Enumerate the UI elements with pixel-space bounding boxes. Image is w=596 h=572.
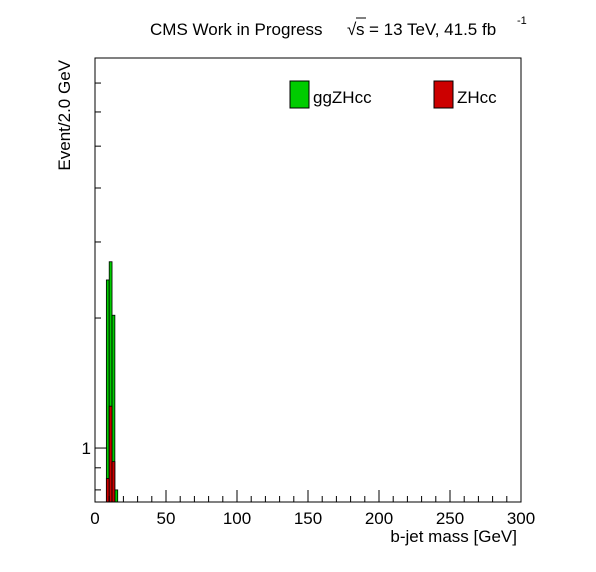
x-axis: 0 50 100 150 200 250 300: [90, 490, 535, 528]
title-sqrt-arg: s: [356, 20, 365, 39]
x-tick-label: 50: [157, 509, 176, 528]
histogram-bars: [105, 261, 119, 503]
y-tick-label: 1: [82, 439, 91, 458]
legend-swatch-zhcc: [433, 80, 454, 109]
x-tick-label: 150: [294, 509, 322, 528]
y-axis: 1: [82, 57, 107, 491]
x-tick-label: 0: [90, 509, 99, 528]
legend-label-zhcc: ZHcc: [457, 88, 497, 107]
title-left: CMS Work in Progress: [150, 20, 323, 39]
x-tick-label: 250: [436, 509, 464, 528]
chart-title: CMS Work in Progress: [150, 20, 323, 39]
legend-label-ggzhcc: ggZHcc: [313, 88, 372, 107]
x-axis-label: b-jet mass [GeV]: [390, 527, 517, 546]
legend: ggZHcc ZHcc: [289, 80, 497, 109]
y-axis-label: Event/2.0 GeV: [55, 59, 74, 170]
x-tick-label: 200: [365, 509, 393, 528]
x-tick-label: 100: [223, 509, 251, 528]
title-right: = 13 TeV, 41.5 fb: [369, 20, 496, 39]
bar-ggzhcc: [105, 279, 110, 503]
title-superscript: -1: [517, 15, 527, 27]
x-tick-label: 300: [507, 509, 535, 528]
plot-frame: [94, 57, 522, 503]
legend-swatch-ggzhcc: [289, 80, 310, 109]
sqrt-symbol: √: [347, 20, 357, 39]
bar-ggzhcc: [114, 489, 119, 503]
bar-zhcc: [108, 405, 113, 503]
bar-zhcc: [111, 461, 116, 503]
